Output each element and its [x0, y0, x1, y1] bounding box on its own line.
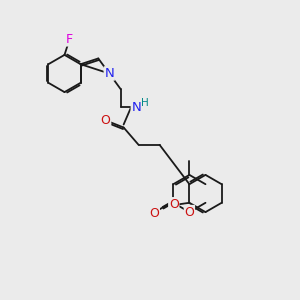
- Text: O: O: [169, 198, 179, 211]
- Text: F: F: [65, 33, 73, 46]
- Text: O: O: [149, 207, 159, 220]
- Text: H: H: [141, 98, 149, 108]
- Text: N: N: [104, 67, 114, 80]
- Text: N: N: [131, 100, 141, 114]
- Text: O: O: [184, 206, 194, 219]
- Text: O: O: [101, 114, 111, 128]
